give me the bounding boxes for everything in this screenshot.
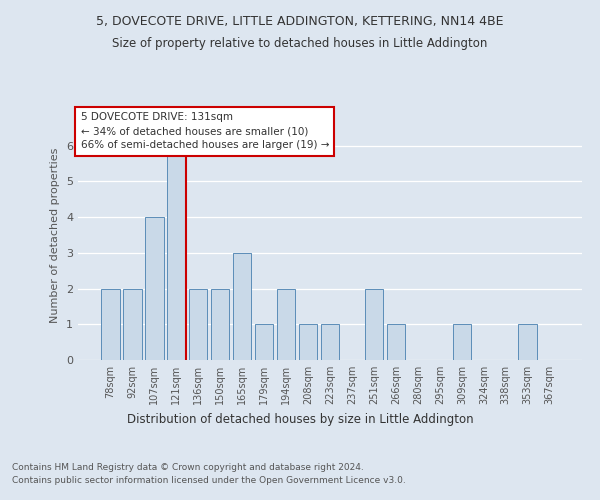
Bar bbox=[101, 288, 119, 360]
Bar bbox=[452, 324, 471, 360]
Text: Contains public sector information licensed under the Open Government Licence v3: Contains public sector information licen… bbox=[12, 476, 406, 485]
Bar bbox=[123, 288, 142, 360]
Bar bbox=[167, 146, 185, 360]
Text: Contains HM Land Registry data © Crown copyright and database right 2024.: Contains HM Land Registry data © Crown c… bbox=[12, 462, 364, 471]
Text: Size of property relative to detached houses in Little Addington: Size of property relative to detached ho… bbox=[112, 38, 488, 51]
Y-axis label: Number of detached properties: Number of detached properties bbox=[50, 148, 61, 322]
Bar bbox=[145, 217, 164, 360]
Bar bbox=[211, 288, 229, 360]
Bar bbox=[189, 288, 208, 360]
Bar bbox=[233, 253, 251, 360]
Bar bbox=[277, 288, 295, 360]
Bar bbox=[299, 324, 317, 360]
Bar bbox=[320, 324, 340, 360]
Text: Distribution of detached houses by size in Little Addington: Distribution of detached houses by size … bbox=[127, 412, 473, 426]
Bar bbox=[518, 324, 537, 360]
Text: 5 DOVECOTE DRIVE: 131sqm
← 34% of detached houses are smaller (10)
66% of semi-d: 5 DOVECOTE DRIVE: 131sqm ← 34% of detach… bbox=[80, 112, 329, 150]
Bar bbox=[365, 288, 383, 360]
Text: 5, DOVECOTE DRIVE, LITTLE ADDINGTON, KETTERING, NN14 4BE: 5, DOVECOTE DRIVE, LITTLE ADDINGTON, KET… bbox=[96, 15, 504, 28]
Bar bbox=[255, 324, 274, 360]
Bar bbox=[386, 324, 405, 360]
